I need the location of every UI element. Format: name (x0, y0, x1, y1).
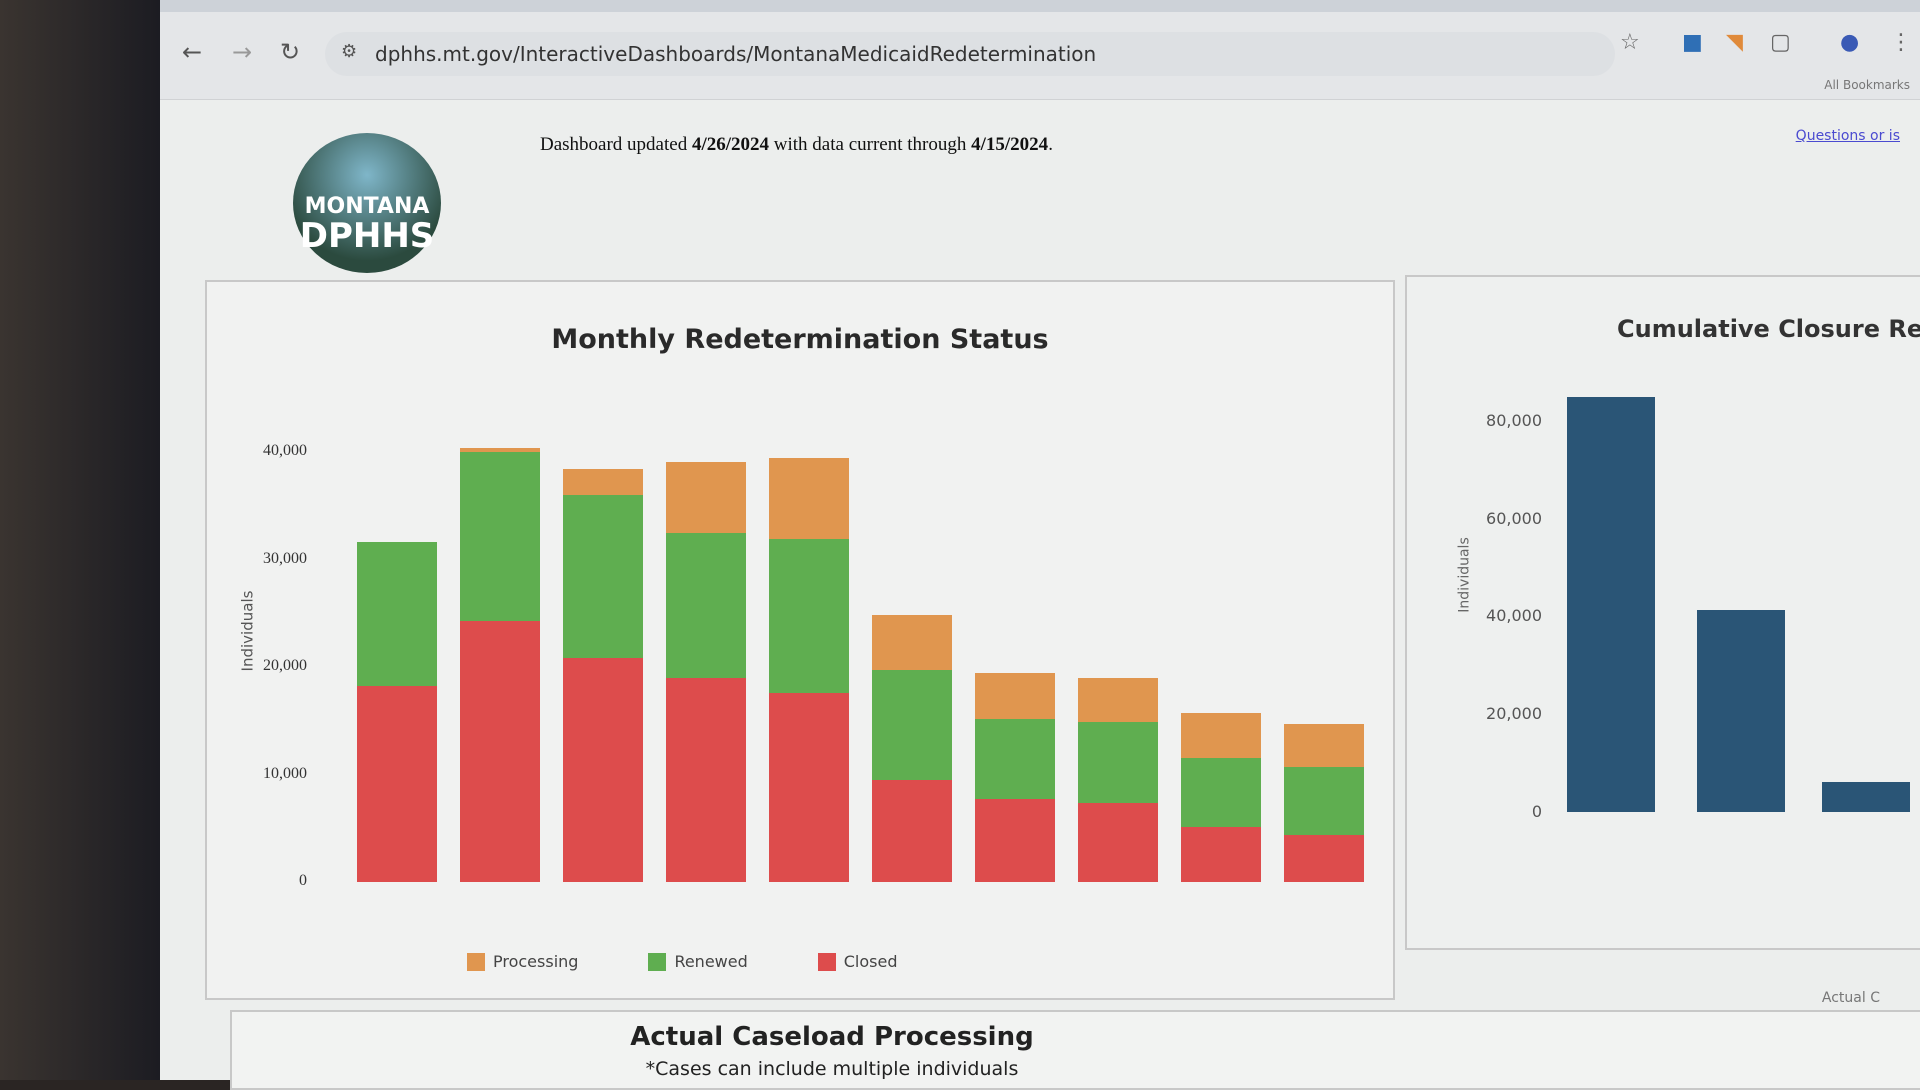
bar-segment-processing (975, 672, 1055, 720)
closure-reasons-chart: Cumulative Closure Reas Individuals 0 20,… (1405, 275, 1920, 950)
swatch (467, 952, 485, 971)
bar-segment-processing (1078, 677, 1158, 723)
current-date: 4/15/2024 (971, 134, 1049, 155)
bar-segment-renewed (769, 539, 849, 694)
bar-segment-renewed (975, 719, 1055, 800)
all-bookmarks[interactable]: All Bookmarks (1824, 78, 1910, 92)
y-tick-label: 20,000 (1486, 704, 1542, 724)
extension-icon[interactable]: ■ (1682, 30, 1703, 55)
bar-segment-closed (563, 658, 643, 882)
bookmark-star-icon[interactable]: ☆ (1620, 30, 1640, 55)
chart-title: Monthly Redetermination Status (551, 324, 1049, 355)
legend: Processing Renewed Closed (467, 952, 898, 971)
y-tick-label: 40,000 (263, 442, 307, 459)
bar-segment-renewed (1078, 722, 1158, 803)
browser-toolbar: ← → ↻ ⚙ dphhs.mt.gov/InteractiveDashboar… (160, 0, 1920, 100)
closure-bar (1822, 782, 1910, 812)
rss-extension-icon[interactable]: ◥ (1726, 30, 1743, 55)
bar-segment-processing (460, 448, 540, 453)
bar-segment-closed (769, 693, 849, 882)
closure-bar (1697, 609, 1785, 812)
y-axis-label: Individuals (1456, 537, 1473, 613)
menu-icon[interactable]: ⋮ (1890, 30, 1912, 55)
reload-icon[interactable]: ↻ (280, 38, 301, 66)
logo-text: DPHHS (299, 215, 435, 256)
bar-segment-renewed (666, 532, 746, 678)
swatch (648, 952, 667, 971)
section-title: Actual Caseload Processing (630, 1022, 1034, 1052)
bar-segment-processing (872, 614, 952, 670)
bar-segment-renewed (563, 494, 643, 659)
legend-processing[interactable]: Processing (467, 952, 578, 971)
bar-segment-closed (975, 799, 1055, 882)
bar-segment-renewed (1181, 758, 1261, 827)
profile-icon[interactable]: ● (1840, 30, 1860, 55)
bar-segment-renewed (357, 542, 437, 686)
bar-segment-closed (1284, 834, 1364, 882)
text: with data current through (769, 134, 972, 155)
browser-window: ← → ↻ ⚙ dphhs.mt.gov/InteractiveDashboar… (160, 0, 1920, 1090)
montana-dphhs-logo: MONTANA DPHHS (293, 133, 441, 273)
site-settings-icon[interactable]: ⚙ (341, 41, 358, 62)
update-notice: Dashboard updated 4/26/2024 with data cu… (540, 134, 1053, 156)
legend-renewed[interactable]: Renewed (648, 952, 748, 971)
section-subtitle: *Cases can include multiple individuals (645, 1058, 1019, 1080)
bar-segment-closed (872, 779, 952, 882)
bar-segment-processing (563, 469, 643, 495)
legend-closed[interactable]: Closed (817, 952, 898, 971)
swatch (817, 952, 836, 971)
bar-segment-processing (1181, 713, 1261, 759)
bar-segment-closed (460, 620, 540, 882)
y-tick-label: 40,000 (1486, 606, 1542, 626)
legend-label: Closed (843, 952, 898, 971)
bar-segment-renewed (872, 669, 952, 780)
bar-segment-renewed (1284, 766, 1364, 835)
bar-segment-closed (1181, 827, 1261, 882)
extensions-puzzle-icon[interactable]: ▢ (1770, 30, 1791, 55)
chart-title: Cumulative Closure Reas (1617, 315, 1920, 343)
bar-segment-processing (1284, 724, 1364, 767)
bar-segment-closed (357, 685, 437, 882)
questions-link[interactable]: Questions or is (1795, 128, 1900, 144)
logo-text: MONTANA (304, 193, 430, 219)
back-icon[interactable]: ← (182, 38, 203, 66)
legend-label: Processing (493, 952, 579, 971)
tab-strip[interactable] (160, 0, 1920, 12)
caseload-legend: Actual C (1821, 990, 1880, 1006)
bar-segment-processing (769, 458, 849, 540)
url-text[interactable]: dphhs.mt.gov/InteractiveDashboards/Monta… (375, 42, 1097, 66)
y-tick-label: 30,000 (263, 549, 307, 567)
y-tick-label: 0 (1531, 802, 1542, 821)
text: Dashboard updated (540, 134, 692, 155)
monthly-status-chart: Monthly Redetermination Status Individua… (205, 280, 1395, 1000)
closure-bar (1567, 396, 1655, 812)
bar-segment-renewed (460, 452, 540, 621)
y-tick-label: 80,000 (1486, 410, 1542, 430)
y-tick-label: 10,000 (263, 764, 307, 782)
bar-segment-processing (666, 462, 746, 533)
address-bar[interactable]: ⚙ dphhs.mt.gov/InteractiveDashboards/Mon… (325, 32, 1615, 76)
updated-date: 4/26/2024 (691, 134, 770, 155)
bar-segment-closed (666, 677, 746, 882)
y-tick-label: 20,000 (263, 657, 307, 674)
text: . (1048, 134, 1053, 155)
bar-segment-closed (1078, 802, 1158, 882)
y-tick-label: 60,000 (1486, 508, 1542, 528)
forward-icon[interactable]: → (232, 38, 253, 66)
monitor-bezel (0, 0, 160, 1080)
y-tick-label: 0 (299, 872, 307, 889)
legend-label: Renewed (674, 952, 748, 971)
caseload-panel: Actual Caseload Processing *Cases can in… (230, 1010, 1920, 1090)
